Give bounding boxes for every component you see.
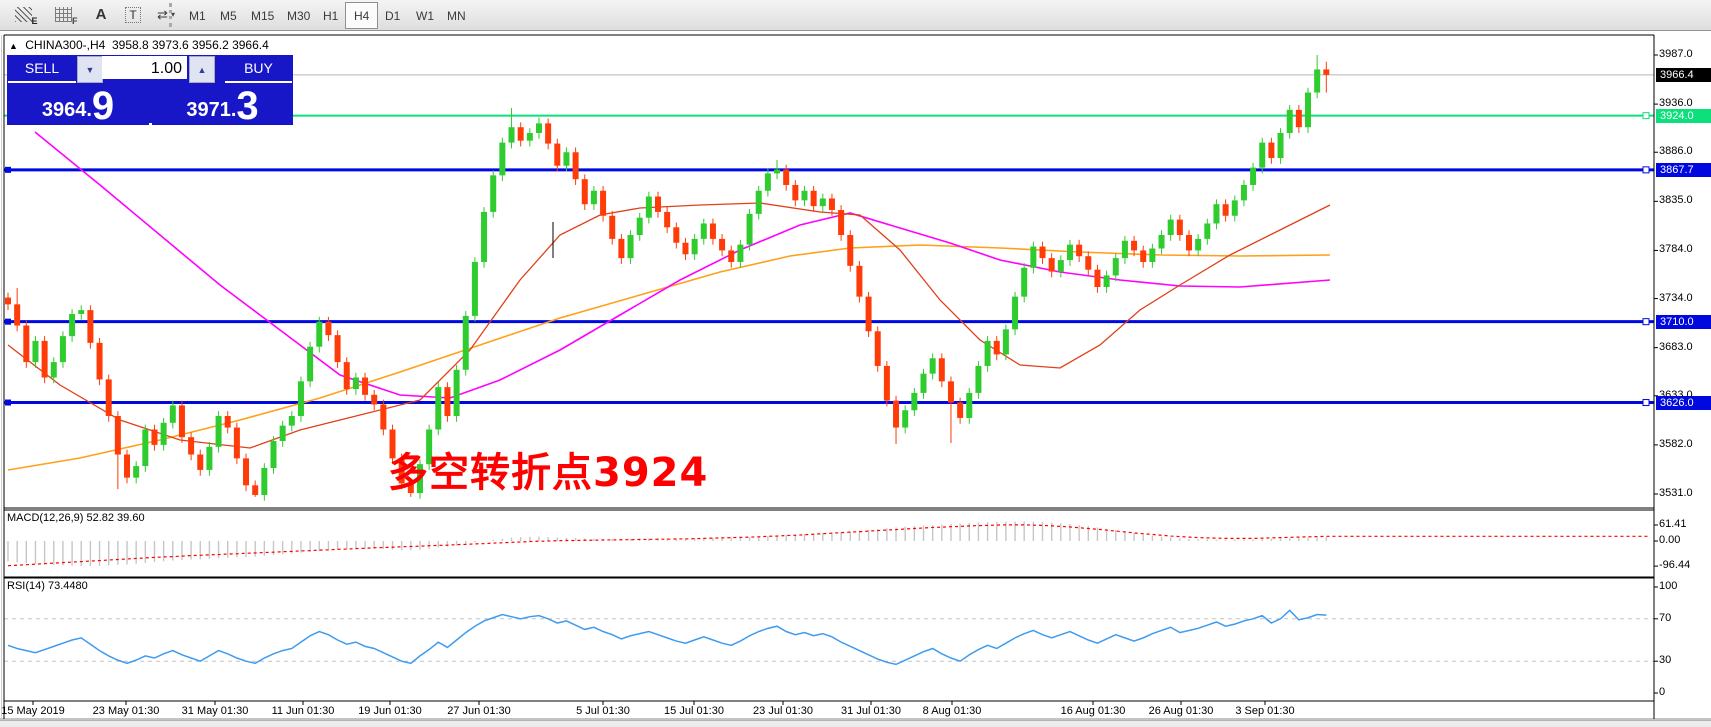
price-badge-3710.0: 3710.0 — [1656, 314, 1711, 329]
ohlc-values: 3958.8 3973.6 3956.2 3966.4 — [111, 38, 269, 52]
price-tick-3582.0: 3582.0 — [1659, 437, 1693, 450]
macd-indicator-label: MACD(12,26,9) 52.82 39.60 — [7, 512, 145, 524]
sell-button[interactable]: SELL — [8, 55, 76, 83]
time-label: 8 Aug 01:30 — [922, 705, 982, 717]
channel-icon: E — [14, 7, 38, 26]
time-label: 16 Aug 01:30 — [1060, 705, 1126, 717]
time-label: 11 Jun 01:30 — [271, 705, 335, 717]
macd-tick--96.44: -96.44 — [1659, 559, 1691, 572]
chevron-down-icon: ▾ — [170, 10, 175, 19]
macd-tick-0.00: 0.00 — [1659, 534, 1681, 546]
arrows-icon: ⇄ — [157, 6, 168, 22]
toolbar-separator — [169, 3, 175, 27]
price-badge-3924.0: 3924.0 — [1656, 108, 1711, 123]
timeframe-button-d1[interactable]: D1 — [385, 8, 401, 23]
grid-icon: F — [54, 7, 78, 26]
text-label-tool[interactable]: A — [88, 2, 114, 27]
symbol-label: CHINA300-,H4 — [25, 38, 106, 52]
time-label: 26 Aug 01:30 — [1148, 705, 1214, 717]
buy-price-point: . — [230, 99, 237, 121]
timeframe-button-w1[interactable]: W1 — [416, 8, 434, 23]
timeframe-button-m5[interactable]: M5 — [220, 8, 237, 23]
time-label: 23 Jul 01:30 — [753, 705, 813, 717]
sell-price[interactable]: 3964. 9 — [7, 84, 149, 128]
toolbar: E F A T ⇄ ▾ M1 M5 M15 M30 H1 H4 D1 W1 MN — [0, 0, 1711, 31]
time-label: 31 Jul 01:30 — [841, 705, 901, 717]
collapse-triangle-icon[interactable]: ▲ — [9, 41, 18, 51]
time-label: 15 Jul 01:30 — [664, 705, 724, 717]
chart-annotation-text: 多空转折点3924 — [388, 450, 709, 496]
rsi-indicator-label: RSI(14) 73.4480 — [7, 580, 88, 592]
rsi-tick-70: 70 — [1659, 611, 1672, 624]
volume-increase-button[interactable]: ▲ — [189, 56, 215, 83]
time-label: 5 Jul 01:30 — [576, 705, 630, 717]
buy-price-big-digit: 3 — [236, 84, 259, 128]
price-tick-3784.0: 3784.0 — [1659, 243, 1693, 256]
buy-button[interactable]: BUY — [225, 55, 292, 83]
chart-title: ▲ CHINA300-,H4 3958.8 3973.6 3956.2 3966… — [9, 38, 269, 52]
time-label: 23 May 01:30 — [92, 705, 160, 717]
time-label: 27 Jun 01:30 — [447, 705, 511, 717]
time-label: 31 May 01:30 — [181, 705, 249, 717]
timeframe-button-m15[interactable]: M15 — [251, 8, 275, 23]
sell-price-big-digit: 9 — [91, 84, 115, 128]
timeframe-button-h1[interactable]: H1 — [323, 8, 339, 23]
text-box-icon: T — [125, 6, 141, 23]
price-badge-3626.0: 3626.0 — [1656, 395, 1711, 410]
one-click-trade-panel: SELL ▼ ▲ BUY 3964.9 3971.3 — [7, 55, 293, 128]
price-tick-3987.0: 3987.0 — [1659, 48, 1693, 60]
channel-icon-sub: E — [31, 16, 38, 26]
arrows-tool[interactable]: ⇄ ▾ — [150, 2, 182, 27]
time-label: 19 Jun 01:30 — [358, 705, 422, 717]
price-tick-3531.0: 3531.0 — [1659, 486, 1693, 499]
text-label-icon: A — [95, 6, 107, 23]
volume-decrease-button[interactable]: ▼ — [77, 56, 103, 83]
price-tick-3683.0: 3683.0 — [1659, 340, 1693, 353]
price-badge-3867.7: 3867.7 — [1656, 162, 1711, 177]
buy-price[interactable]: 3971. 3 — [152, 84, 293, 128]
price-tick-3734.0: 3734.0 — [1659, 291, 1693, 304]
timeframe-button-h4[interactable]: H4 — [345, 2, 379, 29]
sell-price-point: . — [86, 99, 92, 121]
rsi-tick-0: 0 — [1659, 686, 1666, 698]
price-badge-3966.4: 3966.4 — [1656, 67, 1711, 82]
time-label: 3 Sep 01:30 — [1235, 705, 1295, 717]
equidistant-channel-tool[interactable]: E — [8, 2, 38, 27]
macd-tick-61.41: 61.41 — [1659, 518, 1687, 530]
time-label: 15 May 2019 — [1, 705, 65, 717]
grid-icon-sub: F — [72, 16, 78, 26]
timeframe-button-mn[interactable]: MN — [447, 8, 466, 23]
buy-price-main: 3971 — [186, 99, 231, 121]
price-tick-3886.0: 3886.0 — [1659, 145, 1693, 158]
rsi-tick-100: 100 — [1659, 580, 1678, 592]
price-tick-3936.0: 3936.0 — [1659, 97, 1693, 110]
timeframe-button-m30[interactable]: M30 — [287, 8, 311, 23]
price-tick-3835.0: 3835.0 — [1659, 194, 1693, 207]
fibonacci-grid-tool[interactable]: F — [48, 2, 78, 27]
rsi-tick-30: 30 — [1659, 654, 1672, 667]
sell-price-main: 3964 — [41, 99, 87, 121]
text-box-tool[interactable]: T — [120, 2, 146, 27]
status-strip — [0, 720, 1711, 727]
volume-input[interactable] — [102, 56, 187, 79]
timeframe-button-m1[interactable]: M1 — [189, 8, 206, 23]
